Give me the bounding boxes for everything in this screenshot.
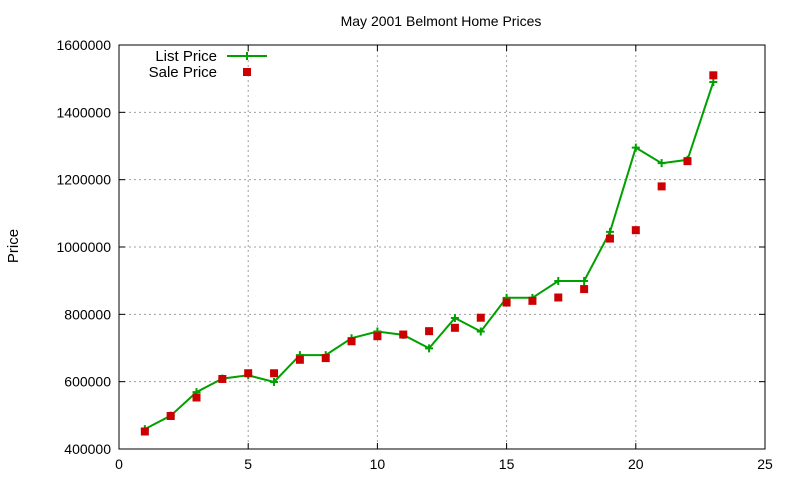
y-tick-label: 600000	[64, 374, 111, 390]
sale-price-point	[166, 412, 175, 421]
sale-price-point	[450, 323, 459, 332]
sale-price-point	[605, 234, 614, 243]
y-tick-label: 1200000	[56, 172, 111, 188]
legend-marker-list-price	[243, 52, 251, 60]
sale-price-point	[192, 393, 201, 402]
legend-label-sale-price: Sale Price	[149, 64, 217, 81]
sale-price-point	[476, 313, 485, 322]
y-tick-label: 800000	[64, 306, 111, 322]
chart-title: May 2001 Belmont Home Prices	[341, 13, 542, 29]
sale-price-point	[373, 332, 382, 341]
list-price-point	[425, 344, 434, 353]
sale-price-point	[425, 327, 434, 336]
sale-price-point	[399, 330, 408, 339]
sale-price-point	[631, 226, 640, 235]
y-tick-label: 1400000	[56, 104, 111, 120]
y-axis-label: Price	[5, 229, 22, 263]
sale-price-point	[528, 296, 537, 305]
x-tick-label: 0	[115, 456, 123, 472]
list-price-point	[270, 378, 279, 387]
sale-price-point	[554, 293, 563, 302]
sale-price-point	[347, 337, 356, 346]
x-tick-label: 20	[628, 456, 644, 472]
sale-price-point	[321, 354, 330, 363]
sale-price-point	[140, 427, 149, 436]
list-price-point	[450, 314, 459, 323]
series-line-list-price	[144, 81, 715, 430]
grid	[119, 45, 765, 449]
x-tick-label: 5	[244, 456, 252, 472]
sale-price-point	[683, 157, 692, 166]
x-tick-label: 10	[370, 456, 386, 472]
x-tick-label: 15	[499, 456, 515, 472]
y-tick-label: 1600000	[56, 37, 111, 53]
legend-label-list-price: List Price	[155, 48, 217, 65]
sale-price-point	[295, 355, 304, 364]
x-tick-label: 25	[757, 456, 773, 472]
legend: List Price Sale Price	[149, 48, 267, 81]
sale-price-point	[709, 71, 718, 80]
list-price-point	[580, 277, 589, 286]
sale-price-point	[218, 374, 227, 383]
y-tick-label: 1000000	[56, 239, 111, 255]
list-price-point	[657, 159, 666, 168]
y-tick-label: 400000	[64, 441, 111, 457]
axes: 0 5 10 15 20 25 400000 600000 800000 1000000 12000…	[56, 37, 773, 472]
sale-price-point	[657, 182, 666, 191]
list-price-point	[709, 78, 718, 87]
series	[140, 71, 718, 436]
list-price-point	[605, 227, 614, 236]
sale-price-point	[580, 285, 589, 294]
legend-swatch-sale-price	[243, 68, 251, 76]
plot-border	[118, 44, 766, 450]
list-price-point	[476, 327, 485, 336]
sale-price-point	[244, 369, 253, 378]
sale-price-point	[270, 369, 279, 378]
sale-price-point	[502, 298, 511, 307]
list-price-point	[631, 143, 640, 152]
list-price-point	[554, 277, 563, 286]
